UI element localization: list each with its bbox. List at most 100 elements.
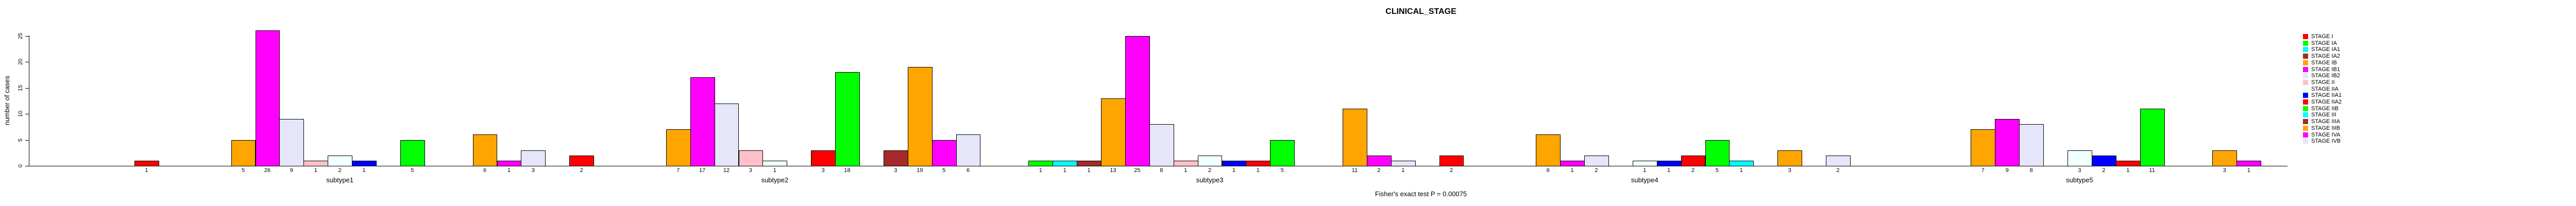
bar-count-label: 7 xyxy=(676,167,680,174)
bar-count-label: 1 xyxy=(1256,167,1260,174)
bar-count-label: 17 xyxy=(699,167,706,174)
bar-count-label: 3 xyxy=(749,167,752,174)
group-label-subtype1: subtype1 xyxy=(326,176,354,184)
y-tick-mark xyxy=(25,88,29,89)
bar-subtype3-stage-iva xyxy=(1366,155,1392,166)
bar-count-label: 8 xyxy=(1160,167,1163,174)
bar-count-label: 2 xyxy=(338,167,342,174)
bar-subtype5-stage-iia xyxy=(2067,150,2092,166)
legend-label: STAGE IB2 xyxy=(2311,73,2341,79)
bar-subtype3-stage-iia1 xyxy=(1222,160,1247,166)
bar-subtype3-stage-iia xyxy=(1197,155,1223,166)
bar-count-label: 3 xyxy=(894,167,897,174)
legend-swatch xyxy=(2303,119,2308,125)
bar-subtype2-stage-i xyxy=(569,155,595,166)
y-tick-label: 20 xyxy=(18,58,24,65)
bar-count-label: 5 xyxy=(1280,167,1284,174)
y-tick-label: 15 xyxy=(18,84,24,91)
bar-subtype2-stage-ii xyxy=(738,150,764,166)
group-label-subtype5: subtype5 xyxy=(2066,176,2093,184)
legend-swatch xyxy=(2303,125,2308,131)
bar-count-label: 1 xyxy=(1087,167,1091,174)
bar-count-label: 5 xyxy=(241,167,245,174)
legend-swatch xyxy=(2303,86,2308,92)
bar-count-label: 2 xyxy=(1377,167,1381,174)
legend-swatch xyxy=(2303,93,2308,98)
bar-subtype5-stage-ib2 xyxy=(2019,124,2044,166)
bar-subtype4-stage-ib2 xyxy=(1584,155,1609,166)
bar-count-label: 1 xyxy=(1570,167,1574,174)
group-label-subtype4: subtype4 xyxy=(1631,176,1658,184)
bar-subtype1-stage-iib xyxy=(400,140,425,166)
y-tick-label: 10 xyxy=(18,110,24,117)
bar-subtype3-stage-iiib xyxy=(1343,108,1367,166)
bar-subtype1-stage-iia xyxy=(328,155,353,166)
bar-subtype3-stage-ia xyxy=(1028,160,1054,166)
bar-subtype3-stage-ivb xyxy=(1391,160,1416,166)
bar-count-label: 2 xyxy=(1595,167,1598,174)
bar-subtype4-stage-iib xyxy=(1705,140,1730,166)
bar-count-label: 26 xyxy=(264,167,271,174)
bar-count-label: 6 xyxy=(966,167,970,174)
bar-subtype1-stage-iia1 xyxy=(352,160,377,166)
fisher-test-annotation: Fisher's exact test P = 0.00075 xyxy=(1375,190,1467,198)
legend-swatch xyxy=(2303,139,2308,144)
bar-subtype4-stage-ib xyxy=(1536,134,1561,166)
legend-label: STAGE IIB xyxy=(2311,105,2338,112)
legend-label: STAGE IVB xyxy=(2311,138,2341,145)
bar-subtype1-stage-ib2 xyxy=(279,119,304,166)
bar-count-label: 7 xyxy=(1981,167,1985,174)
legend-swatch xyxy=(2303,66,2308,72)
legend-swatch xyxy=(2303,40,2308,46)
bar-count-label: 11 xyxy=(1351,167,1358,174)
bar-count-label: 2 xyxy=(1208,167,1212,174)
bar-subtype1-stage-ivb xyxy=(521,150,546,166)
legend-swatch xyxy=(2303,34,2308,39)
legend-swatch xyxy=(2303,60,2308,65)
legend-label: STAGE IB1 xyxy=(2311,66,2341,73)
bar-count-label: 6 xyxy=(1546,167,1550,174)
legend-label: STAGE IA2 xyxy=(2311,53,2341,60)
bar-subtype1-stage-ib1 xyxy=(255,30,280,166)
legend-swatch xyxy=(2303,106,2308,111)
bar-subtype2-stage-iiia xyxy=(883,150,908,166)
legend-label: STAGE IIA1 xyxy=(2311,92,2342,99)
bar-subtype5-stage-iiib xyxy=(2212,150,2238,166)
bar-subtype3-stage-ii xyxy=(1173,160,1198,166)
bar-count-label: 1 xyxy=(1039,167,1042,174)
bar-subtype5-stage-iia2 xyxy=(2115,160,2141,166)
bar-subtype3-stage-ib1 xyxy=(1125,36,1150,166)
legend-swatch xyxy=(2303,112,2308,118)
bar-count-label: 2 xyxy=(2102,167,2106,174)
bar-count-label: 2 xyxy=(1836,167,1840,174)
bar-count-label: 13 xyxy=(1110,167,1116,174)
y-tick-label: 0 xyxy=(18,164,24,168)
bar-count-label: 1 xyxy=(1232,167,1235,174)
bar-count-label: 1 xyxy=(1739,167,1743,174)
bar-subtype4-stage-ivb xyxy=(1826,155,1851,166)
bar-subtype1-stage-i xyxy=(134,160,159,166)
bar-subtype3-stage-ia2 xyxy=(1077,160,1101,166)
bar-subtype5-stage-iib xyxy=(2140,108,2165,166)
y-tick-label: 25 xyxy=(18,32,24,39)
legend-label: STAGE IIIB xyxy=(2311,125,2341,131)
bar-subtype5-stage-iva xyxy=(2236,160,2262,166)
bar-subtype2-stage-iib xyxy=(835,72,860,166)
bar-subtype3-stage-ia1 xyxy=(1053,160,1078,166)
bar-count-label: 1 xyxy=(1063,167,1066,174)
y-axis-title: number of cases xyxy=(3,75,11,126)
legend-label: STAGE IIIA xyxy=(2311,118,2341,125)
legend-label: STAGE IA1 xyxy=(2311,46,2341,53)
bar-count-label: 3 xyxy=(531,167,535,174)
bar-count-label: 3 xyxy=(2078,167,2081,174)
bar-subtype5-stage-ib1 xyxy=(1995,119,2020,166)
bar-count-label: 1 xyxy=(1667,167,1671,174)
bar-subtype4-stage-iia xyxy=(1632,160,1657,166)
bar-subtype4-stage-ib1 xyxy=(1560,160,1585,166)
legend-label: STAGE IVA xyxy=(2311,131,2341,138)
bar-count-label: 3 xyxy=(2223,167,2226,174)
legend-swatch xyxy=(2303,79,2308,85)
bar-subtype4-stage-i xyxy=(1439,155,1464,166)
bar-count-label: 18 xyxy=(844,167,851,174)
